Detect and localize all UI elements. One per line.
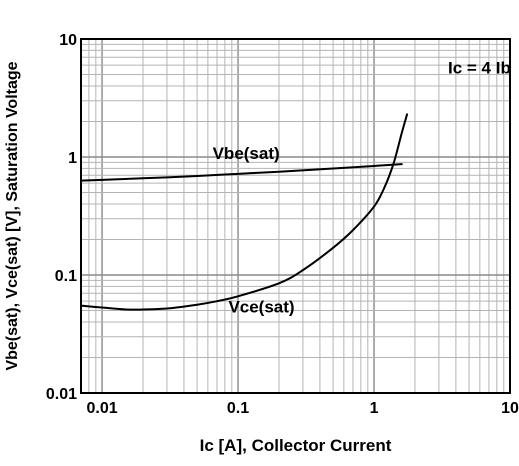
grid	[80, 38, 511, 394]
y-tick-label: 10	[59, 32, 77, 49]
series-line-vce-sat	[80, 113, 409, 311]
tick-labels: 0.01 0.1 1 10 0.01 0.1 1 10	[46, 32, 519, 417]
x-tick-label: 1	[370, 400, 379, 417]
y-axis-label: Vbe(sat), Vce(sat) [V], Saturation Volta…	[4, 61, 21, 370]
annotation-ic-ib-ratio: Ic = 4 Ib	[448, 59, 511, 78]
x-tick-label: 0.1	[227, 400, 249, 417]
x-tick-label: 0.01	[86, 400, 117, 417]
series-label-vbe-sat: Vbe(sat)	[213, 144, 280, 163]
plot-frame	[80, 38, 511, 394]
y-tick-label: 1	[68, 150, 77, 167]
series-labels: Vbe(sat) Vce(sat) Ic = 4 Ib	[213, 59, 511, 317]
series-layer	[80, 113, 409, 311]
y-tick-label: 0.1	[55, 268, 77, 285]
y-tick-label: 0.01	[46, 386, 77, 403]
x-axis-label: Ic [A], Collector Current	[200, 436, 392, 455]
series-line-vbe-sat	[80, 163, 403, 182]
x-tick-label: 10	[501, 400, 519, 417]
series-label-vce-sat: Vce(sat)	[228, 298, 294, 317]
